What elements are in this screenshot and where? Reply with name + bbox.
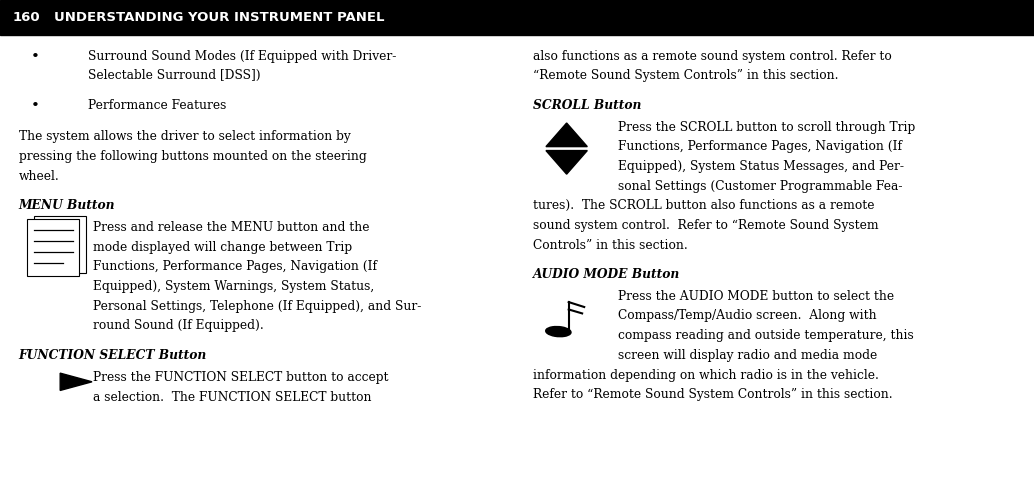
Polygon shape — [546, 123, 587, 147]
Text: a selection.  The FUNCTION SELECT button: a selection. The FUNCTION SELECT button — [93, 391, 371, 403]
Text: AUDIO MODE Button: AUDIO MODE Button — [533, 268, 679, 281]
Bar — [34, 216, 86, 273]
Text: Functions, Performance Pages, Navigation (If: Functions, Performance Pages, Navigation… — [93, 260, 377, 273]
Text: SCROLL Button: SCROLL Button — [533, 99, 641, 112]
Text: mode displayed will change between Trip: mode displayed will change between Trip — [93, 241, 353, 253]
Text: pressing the following buttons mounted on the steering: pressing the following buttons mounted o… — [19, 150, 366, 163]
Text: round Sound (If Equipped).: round Sound (If Equipped). — [93, 319, 264, 332]
Text: “Remote Sound System Controls” in this section.: “Remote Sound System Controls” in this s… — [533, 69, 838, 82]
Text: •: • — [31, 50, 40, 63]
Text: Controls” in this section.: Controls” in this section. — [533, 239, 688, 251]
Text: 160: 160 — [12, 11, 40, 24]
Text: Compass/Temp/Audio screen.  Along with: Compass/Temp/Audio screen. Along with — [618, 309, 877, 322]
Text: sound system control.  Refer to “Remote Sound System: sound system control. Refer to “Remote S… — [533, 219, 878, 232]
Text: Equipped), System Status Messages, and Per-: Equipped), System Status Messages, and P… — [618, 160, 905, 173]
Bar — [0, 0, 1034, 35]
Text: Selectable Surround [DSS]): Selectable Surround [DSS]) — [88, 69, 261, 82]
Text: also functions as a remote sound system control. Refer to: also functions as a remote sound system … — [533, 50, 891, 62]
Text: information depending on which radio is in the vehicle.: information depending on which radio is … — [533, 369, 879, 381]
Text: screen will display radio and media mode: screen will display radio and media mode — [618, 349, 878, 362]
Text: Refer to “Remote Sound System Controls” in this section.: Refer to “Remote Sound System Controls” … — [533, 388, 892, 401]
Text: •: • — [31, 99, 40, 113]
Text: Surround Sound Modes (If Equipped with Driver-: Surround Sound Modes (If Equipped with D… — [88, 50, 396, 62]
Text: Press and release the MENU button and the: Press and release the MENU button and th… — [93, 221, 369, 234]
Text: Press the FUNCTION SELECT button to accept: Press the FUNCTION SELECT button to acce… — [93, 371, 389, 384]
Text: sonal Settings (Customer Programmable Fea-: sonal Settings (Customer Programmable Fe… — [618, 180, 903, 192]
Polygon shape — [60, 373, 92, 391]
Text: compass reading and outside temperature, this: compass reading and outside temperature,… — [618, 329, 914, 342]
Text: MENU Button: MENU Button — [19, 199, 115, 212]
Text: Press the SCROLL button to scroll through Trip: Press the SCROLL button to scroll throug… — [618, 121, 915, 133]
Ellipse shape — [546, 327, 571, 337]
Text: Personal Settings, Telephone (If Equipped), and Sur-: Personal Settings, Telephone (If Equippe… — [93, 300, 422, 312]
Text: Functions, Performance Pages, Navigation (If: Functions, Performance Pages, Navigation… — [618, 140, 903, 153]
Text: UNDERSTANDING YOUR INSTRUMENT PANEL: UNDERSTANDING YOUR INSTRUMENT PANEL — [54, 11, 385, 24]
Bar — [27, 219, 79, 276]
Text: FUNCTION SELECT Button: FUNCTION SELECT Button — [19, 349, 207, 362]
Text: Press the AUDIO MODE button to select the: Press the AUDIO MODE button to select th… — [618, 290, 894, 303]
Polygon shape — [546, 151, 587, 174]
Text: Performance Features: Performance Features — [88, 99, 226, 112]
Text: Equipped), System Warnings, System Status,: Equipped), System Warnings, System Statu… — [93, 280, 374, 293]
Text: wheel.: wheel. — [19, 170, 59, 183]
Text: tures).  The SCROLL button also functions as a remote: tures). The SCROLL button also functions… — [533, 199, 874, 212]
Text: The system allows the driver to select information by: The system allows the driver to select i… — [19, 130, 351, 143]
